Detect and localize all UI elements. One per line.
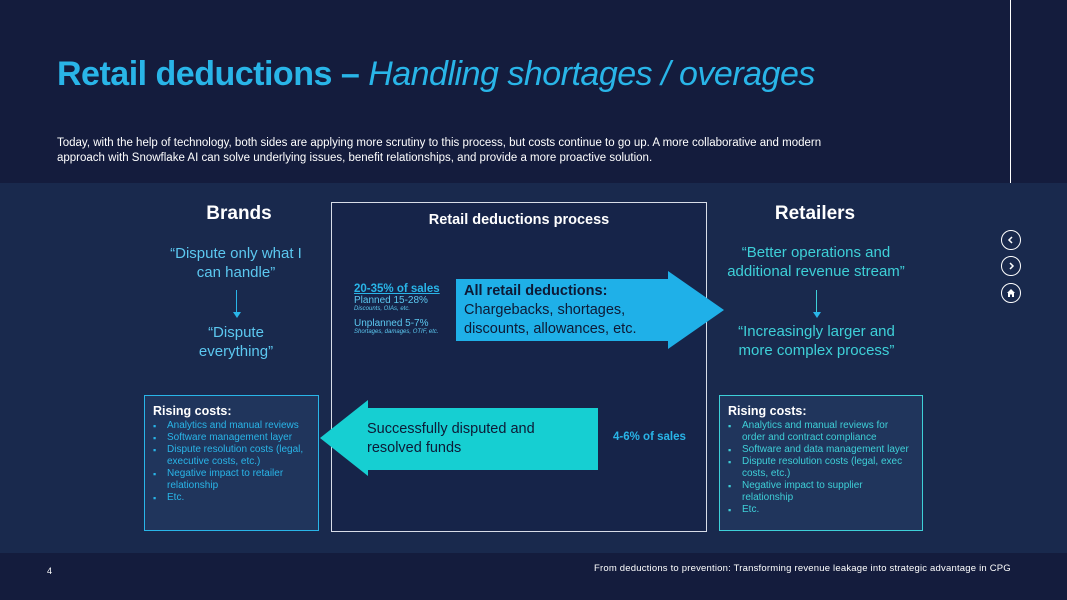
list-item: Dispute resolution costs (legal, exec co… — [728, 456, 914, 480]
retailers-heading: Retailers — [774, 203, 856, 224]
title-main: Retail deductions – — [57, 55, 369, 93]
deductions-arrow-title: All retail deductions: — [464, 283, 608, 299]
resolved-arrow-text: Successfully disputed and resolved funds — [367, 421, 535, 456]
list-item: Software management layer — [153, 432, 310, 444]
retailers-quote-2: “Increasingly larger and more complex pr… — [738, 323, 895, 359]
previous-slide-button[interactable] — [1001, 230, 1021, 250]
brands-heading: Brands — [206, 203, 272, 224]
list-item: Negative impact to supplier relationship — [728, 480, 914, 504]
home-button[interactable] — [1001, 283, 1021, 303]
intro-text: Today, with the help of technology, both… — [57, 137, 822, 164]
resolved-left-arrow — [320, 400, 598, 476]
divider-line — [1010, 0, 1011, 219]
chevron-left-icon — [1007, 236, 1013, 244]
list-item: Analytics and manual reviews for order a… — [728, 420, 914, 444]
brands-costs-list: Analytics and manual reviews Software ma… — [153, 420, 310, 504]
brands-quote-1: “Dispute only what I can handle” — [170, 245, 302, 281]
unplanned-share: Unplanned 5-7% — [354, 318, 429, 329]
unplanned-note: Shortages, damages, OTIF, etc. — [354, 329, 439, 335]
list-item: Etc. — [728, 504, 914, 516]
list-item: Etc. — [153, 492, 310, 504]
deductions-right-arrow — [456, 271, 724, 349]
brands-quote-2: “Dispute everything” — [198, 324, 274, 360]
list-item: Dispute resolution costs (legal, executi… — [153, 444, 310, 468]
footer-caption: From deductions to prevention: Transform… — [594, 563, 1011, 574]
chevron-right-icon — [1009, 262, 1015, 270]
page-number: 4 — [47, 566, 53, 576]
brands-down-arrow — [233, 290, 241, 318]
retailers-costs-box: Rising costs: Analytics and manual revie… — [719, 395, 923, 531]
retailers-down-arrow — [813, 290, 821, 318]
process-heading: Retail deductions process — [428, 212, 610, 228]
retailers-costs-list: Analytics and manual reviews for order a… — [728, 420, 914, 516]
sales-share-total: 20-35% of sales — [354, 283, 440, 295]
brands-costs-box: Rising costs: Analytics and manual revie… — [144, 395, 319, 531]
deductions-arrow-detail: Chargebacks, shortages, discounts, allow… — [464, 302, 637, 337]
home-icon — [1007, 289, 1015, 297]
brands-costs-title: Rising costs: — [153, 404, 232, 418]
title-subtitle: Handling shortages / overages — [368, 55, 815, 93]
next-slide-button[interactable] — [1001, 256, 1021, 276]
planned-note: Discounts, OIAs, etc. — [354, 306, 411, 312]
list-item: Software and data management layer — [728, 444, 914, 456]
deductions-arrow-text: All retail deductions: Chargebacks, shor… — [464, 282, 664, 339]
list-item: Negative impact to retailer relationship — [153, 468, 310, 492]
list-item: Analytics and manual reviews — [153, 420, 310, 432]
planned-share: Planned 15-28% — [354, 295, 428, 306]
page-title: Retail deductions – Handling shortages /… — [57, 55, 815, 94]
resolved-share: 4-6% of sales — [613, 431, 686, 443]
process-box — [331, 202, 707, 532]
retailers-costs-title: Rising costs: — [728, 404, 807, 418]
sales-share-block: 20-35% of sales Planned 15-28% Discounts… — [354, 283, 454, 335]
retailers-quote-1: “Better operations and additional revenu… — [727, 244, 905, 280]
